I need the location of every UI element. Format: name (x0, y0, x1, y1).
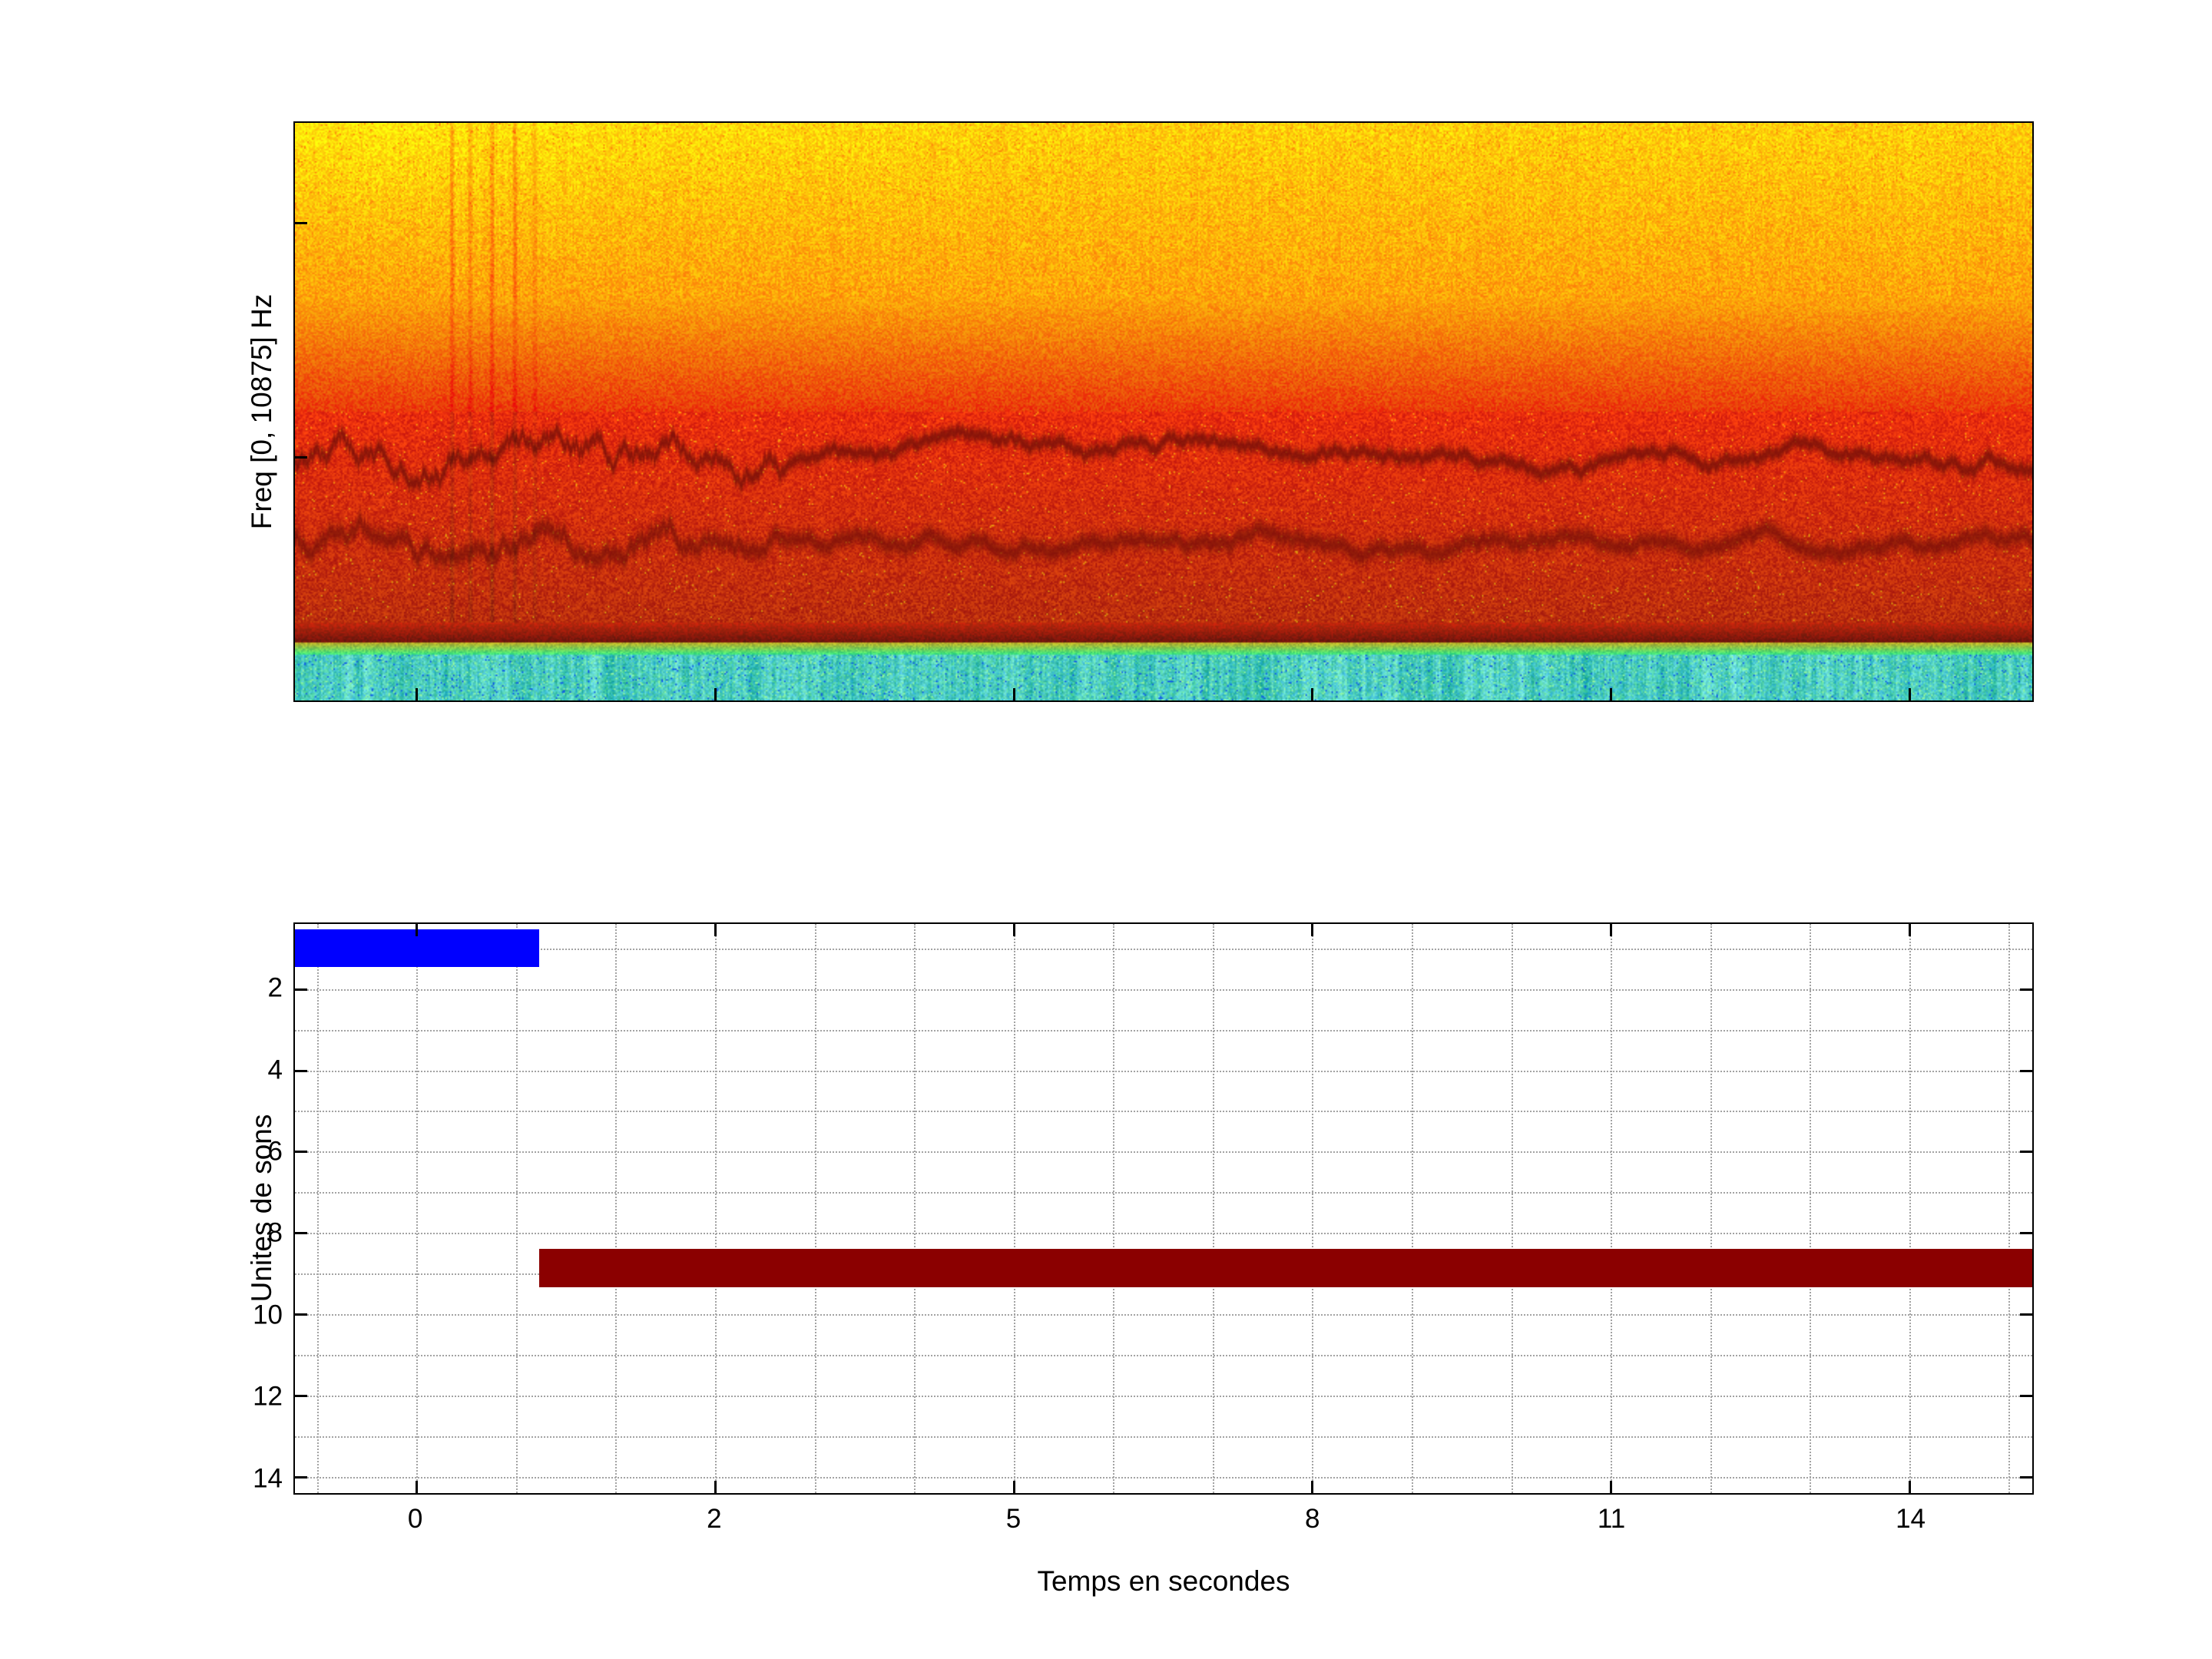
spectrogram-x-tick-mark (1311, 688, 1314, 700)
y-tick-mark-right (2020, 1151, 2032, 1154)
y-tick-label: 4 (267, 1055, 283, 1085)
grid-line-vertical (1412, 924, 1413, 1493)
grid-line-horizontal (295, 1435, 2032, 1438)
x-tick-mark (1908, 1481, 1911, 1493)
grid-line-vertical (1212, 924, 1214, 1493)
x-tick-label: 0 (407, 1504, 423, 1534)
y-tick-label: 14 (253, 1463, 283, 1494)
spectrogram-y-tick-mark (295, 222, 307, 225)
x-tick-mark-top (1610, 924, 1612, 936)
activity-bar-maroon-segment (538, 1249, 2032, 1288)
grid-line-horizontal (295, 1233, 2032, 1235)
x-tick-mark (714, 1481, 717, 1493)
grid-line-horizontal (295, 1476, 2032, 1479)
grid-line-vertical (1312, 924, 1314, 1493)
grid-line-vertical (2008, 924, 2011, 1493)
grid-line-vertical (814, 924, 816, 1493)
x-tick-label: 5 (1005, 1504, 1022, 1534)
x-tick-mark-top (714, 924, 717, 936)
y-tick-label: 12 (253, 1381, 283, 1412)
spectrogram-image (295, 123, 2032, 700)
grid-line-vertical (1511, 924, 1513, 1493)
y-tick-mark (295, 1313, 307, 1316)
y-tick-mark (295, 1069, 307, 1072)
grid-line-horizontal (295, 1151, 2032, 1154)
spectrogram-ylabel: Freq [0, 10875] Hz (246, 293, 277, 530)
y-tick-label: 6 (267, 1136, 283, 1167)
grid-line-horizontal (295, 1314, 2032, 1316)
y-tick-mark-right (2020, 1475, 2032, 1479)
spectrogram-x-tick-mark (1610, 688, 1612, 700)
x-tick-label: 2 (707, 1504, 722, 1534)
y-tick-mark-right (2020, 1232, 2032, 1235)
x-tick-label: 14 (1896, 1504, 1926, 1534)
grid-line-vertical (1611, 924, 1612, 1493)
spectrogram-y-tick-mark (295, 455, 307, 459)
y-tick-mark-right (2020, 1069, 2032, 1072)
y-tick-label: 8 (267, 1217, 283, 1248)
grid-line-vertical (1909, 924, 1911, 1493)
y-tick-label: 10 (253, 1300, 283, 1330)
y-tick-label: 2 (267, 972, 283, 1003)
activity-xlabel: Temps en secondes (1037, 1565, 1290, 1597)
grid-line-horizontal (295, 1029, 2032, 1031)
y-tick-mark-right (2020, 1313, 2032, 1316)
x-tick-label: 8 (1305, 1504, 1320, 1534)
grid-line-horizontal (295, 948, 2032, 950)
y-tick-mark-right (2020, 988, 2032, 991)
x-tick-mark (1610, 1481, 1612, 1493)
x-tick-mark (1012, 1481, 1015, 1493)
x-tick-mark-top (416, 924, 419, 936)
grid-line-vertical (316, 924, 319, 1493)
grid-line-horizontal (295, 1395, 2032, 1397)
grid-line-vertical (714, 924, 717, 1493)
grid-line-vertical (914, 924, 916, 1493)
x-tick-mark-top (1908, 924, 1911, 936)
x-tick-label: 11 (1597, 1504, 1626, 1534)
grid-line-horizontal (295, 1192, 2032, 1194)
x-tick-mark (1311, 1481, 1314, 1493)
activity-axes (293, 922, 2034, 1495)
spectrogram-axes (293, 121, 2034, 702)
spectrogram-x-tick-mark (1012, 688, 1015, 700)
grid-line-horizontal (295, 1070, 2032, 1072)
y-tick-mark (295, 1475, 307, 1479)
grid-line-vertical (1013, 924, 1015, 1493)
grid-line-vertical (1710, 924, 1712, 1493)
x-tick-mark-top (1311, 924, 1314, 936)
grid-line-vertical (1113, 924, 1115, 1493)
grid-line-vertical (515, 924, 518, 1493)
y-tick-mark (295, 1151, 307, 1154)
y-tick-mark (295, 1232, 307, 1235)
grid-line-vertical (1810, 924, 1812, 1493)
x-tick-mark-top (1012, 924, 1015, 936)
grid-line-horizontal (295, 988, 2032, 991)
x-tick-mark (416, 1481, 419, 1493)
grid-line-vertical (615, 924, 618, 1493)
y-tick-mark (295, 1394, 307, 1397)
grid-line-horizontal (295, 1355, 2032, 1356)
y-tick-mark (295, 988, 307, 991)
y-tick-mark-right (2020, 1394, 2032, 1397)
grid-line-horizontal (295, 1111, 2032, 1113)
spectrogram-x-tick-mark (714, 688, 717, 700)
spectrogram-x-tick-mark (1908, 688, 1911, 700)
spectrogram-x-tick-mark (416, 688, 419, 700)
grid-line-vertical (416, 924, 419, 1493)
